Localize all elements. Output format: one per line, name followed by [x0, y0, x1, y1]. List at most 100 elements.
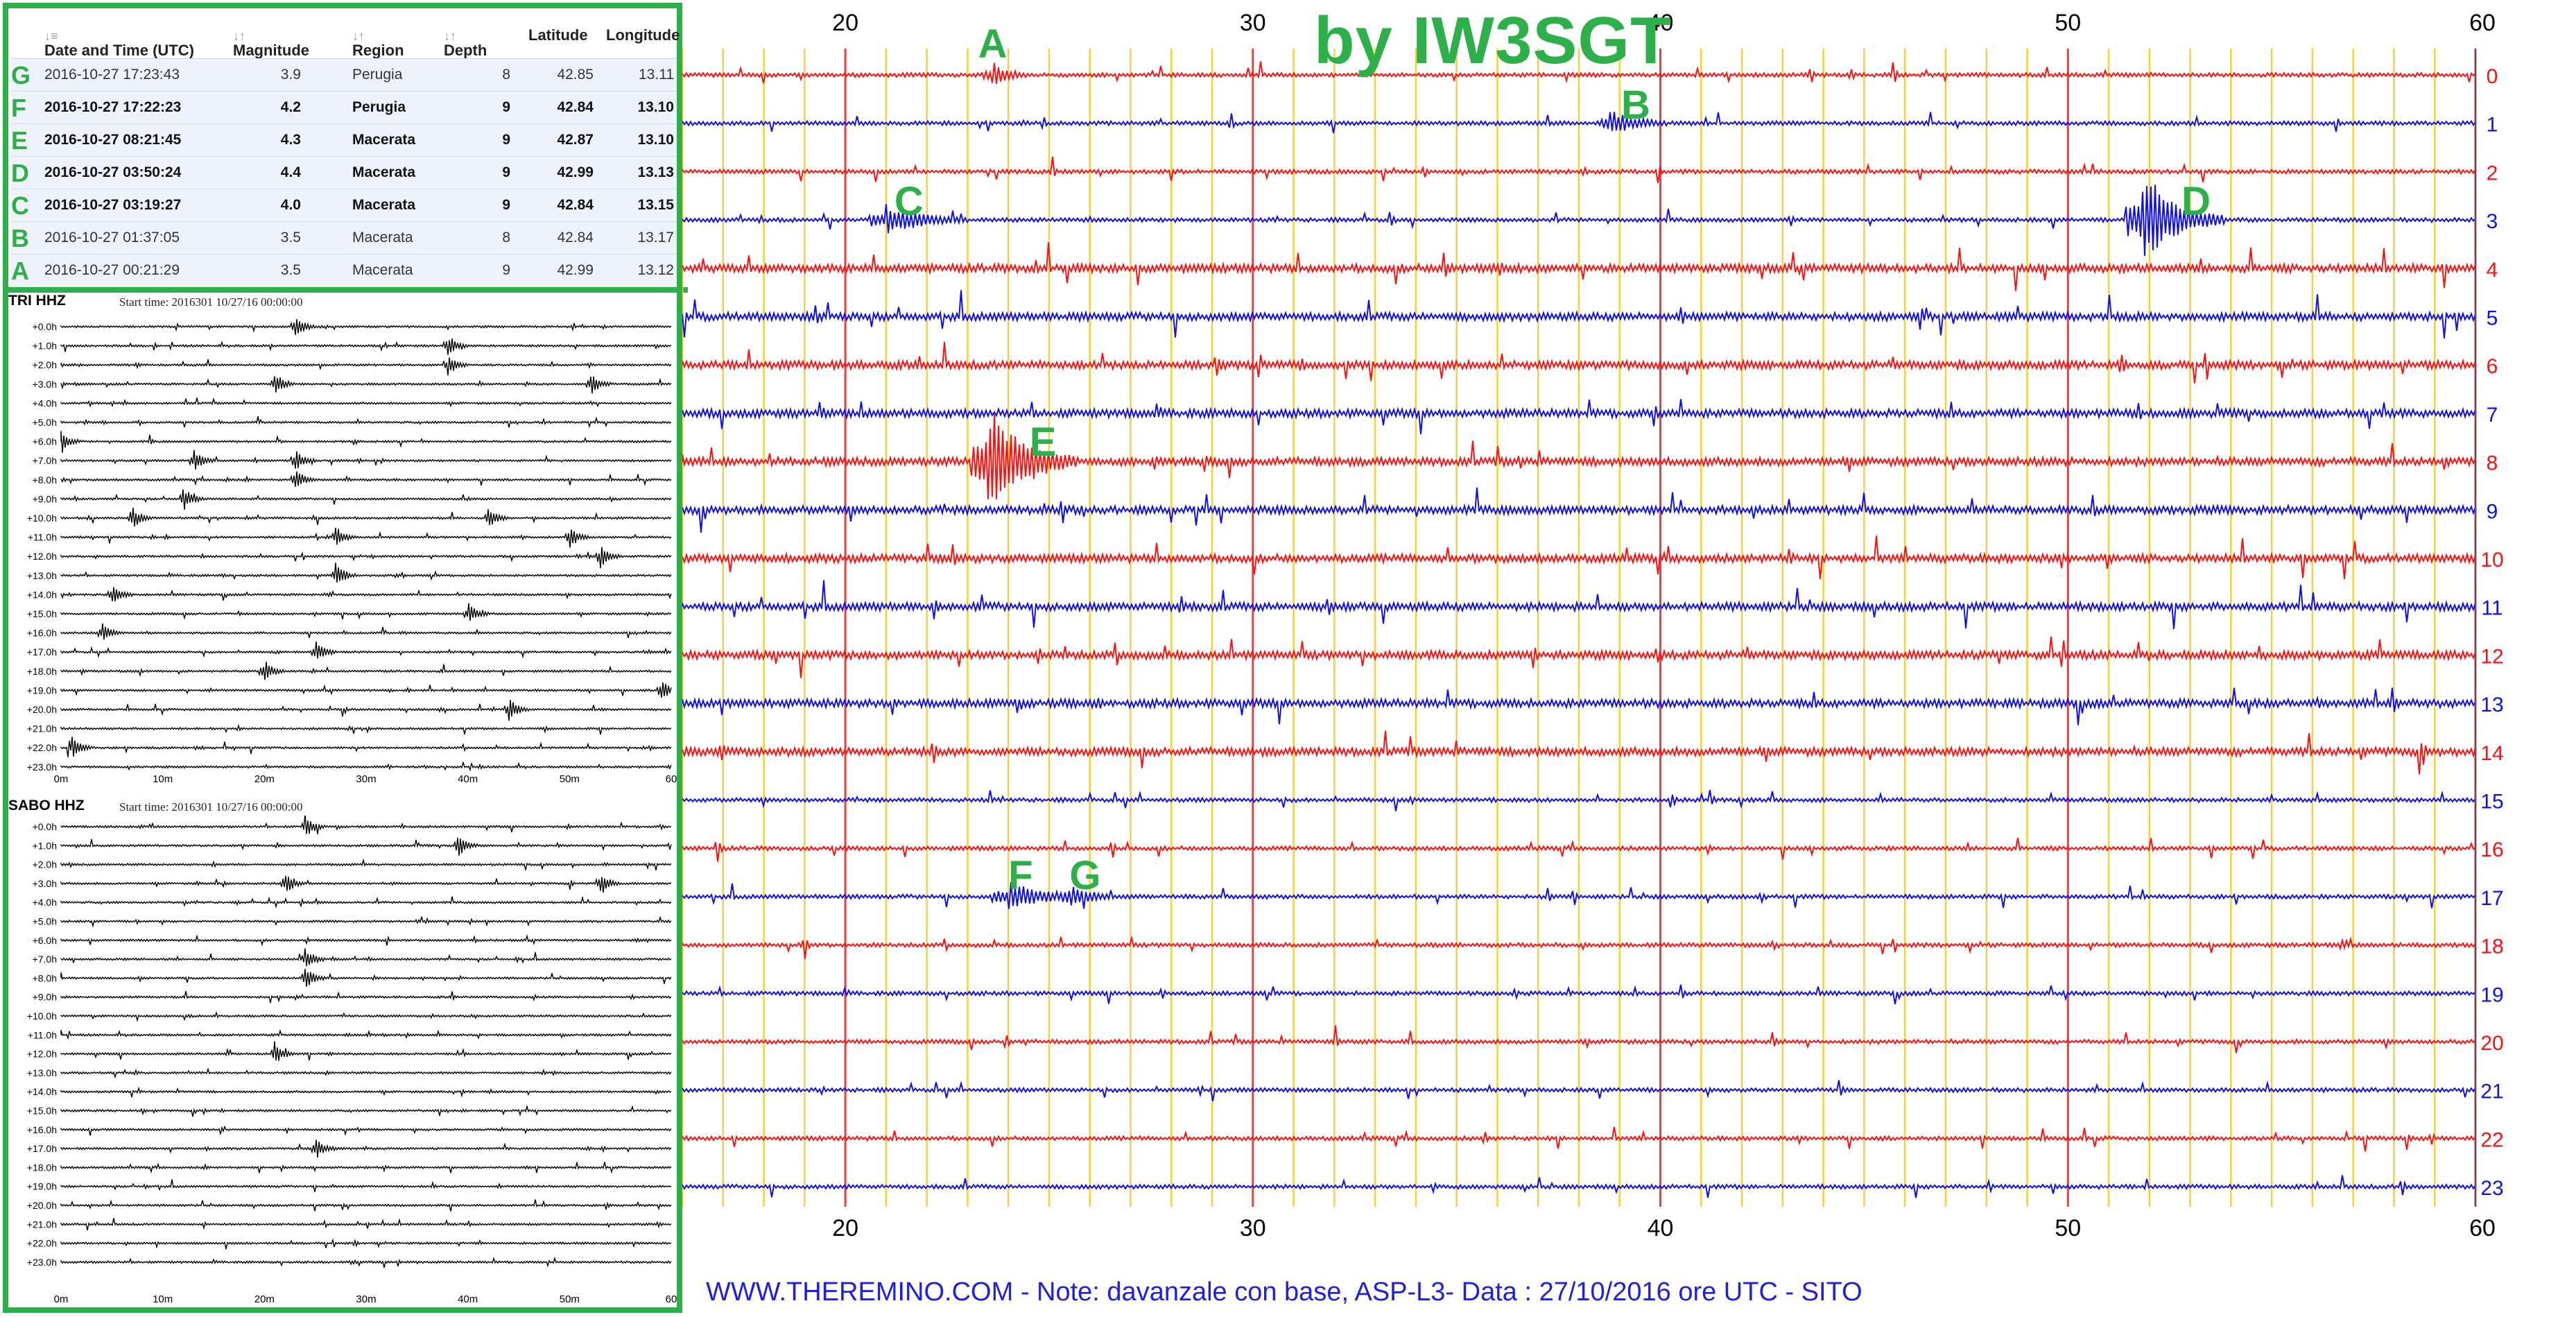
- drum-x-tick-label: 10m: [153, 1293, 173, 1305]
- drum-row-label: +4.0h: [33, 897, 57, 908]
- drum-row-label: +16.0h: [27, 628, 57, 639]
- cell-time: 2016-10-27 17:23:43: [44, 67, 180, 83]
- table-row[interactable]: F 2016-10-27 17:22:23 4.2 Perugia 9 42.84 13.1…: [11, 91, 677, 124]
- cell-region: Macerata: [352, 164, 416, 180]
- drum-row-label: +20.0h: [27, 704, 57, 715]
- col-header-time[interactable]: Date and Time (UTC) ↓≡: [44, 29, 194, 59]
- cell-region: Perugia: [352, 99, 406, 115]
- cell-mag: 4.0: [280, 197, 301, 213]
- cell-lat: 42.99: [557, 164, 594, 180]
- trace-row-15: [682, 789, 2476, 811]
- table-row[interactable]: D 2016-10-27 03:50:24 4.4 Macerata 9 42.99 13.…: [11, 156, 677, 189]
- x-tick-label-bottom: 40: [1648, 1215, 1674, 1241]
- drum-trace-row: [60, 562, 672, 583]
- drum-row-label: +1.0h: [33, 840, 57, 851]
- trace-row-8: [682, 413, 2476, 499]
- col-header-longitude[interactable]: Longitude: [606, 26, 680, 44]
- drum-trace-row: [60, 507, 672, 527]
- col-header-magnitude[interactable]: Magnitude ↓↑: [233, 29, 309, 59]
- drum-x-tick-label: 20m: [254, 1293, 275, 1305]
- row-label: 7: [2487, 404, 2498, 427]
- drum-row-label: +0.0h: [33, 821, 57, 832]
- trace-row-12: [682, 636, 2476, 678]
- x-tick-label-top: 30: [1240, 10, 1266, 36]
- drum-row-label: +17.0h: [27, 646, 57, 657]
- drum-row-label: +4.0h: [33, 397, 57, 408]
- tri-hhz-title: TRI HHZ: [8, 293, 66, 309]
- drum-row-label: +10.0h: [27, 1010, 57, 1022]
- event-label-D: D: [2181, 179, 2211, 225]
- drum-x-tick-label: 0m: [54, 1293, 69, 1305]
- drum-row-label: +2.0h: [33, 359, 57, 370]
- sort-desc-icon: ↓≡: [44, 29, 58, 43]
- drum-row-label: +19.0h: [27, 685, 57, 696]
- trace-row-22: [682, 1126, 2476, 1152]
- drum-trace-row: [60, 471, 672, 487]
- drum-trace-row: [60, 915, 672, 928]
- row-label: 9: [2487, 500, 2498, 523]
- drum-row-label: +22.0h: [27, 1238, 57, 1249]
- drum-trace-row: [60, 527, 672, 548]
- sort-icon: ↓↑: [352, 29, 365, 43]
- cell-lon: 13.10: [637, 132, 674, 148]
- drum-trace-row: [60, 682, 672, 698]
- cell-letter: A: [11, 257, 29, 285]
- cell-depth: 9: [502, 164, 510, 180]
- cell-lat: 42.85: [557, 67, 594, 83]
- drum-row-label: +18.0h: [27, 1162, 57, 1173]
- drum-trace-row: [60, 1067, 672, 1079]
- drum-trace-row: [60, 875, 672, 893]
- drum-trace-row: [60, 969, 672, 987]
- drum-row-label: +3.0h: [33, 379, 57, 390]
- drum-trace-row: [60, 858, 672, 871]
- col-header-region[interactable]: Region ↓↑: [352, 29, 404, 59]
- row-label: 21: [2480, 1081, 2503, 1103]
- row-label: 17: [2480, 887, 2503, 910]
- table-divider: [8, 287, 688, 293]
- drum-x-tick-label: 60: [666, 773, 677, 785]
- row-label: 20: [2480, 1032, 2503, 1055]
- drum-trace-row: [60, 761, 672, 772]
- drum-row-label: +13.0h: [27, 570, 57, 581]
- cell-region: Macerata: [352, 262, 413, 278]
- row-label: 4: [2487, 259, 2498, 282]
- drum-row-label: +13.0h: [27, 1067, 57, 1078]
- drum-x-tick-label: 0m: [54, 773, 69, 785]
- table-row[interactable]: C 2016-10-27 03:19:27 4.0 Macerata 9 42.84 13.…: [11, 189, 677, 222]
- drum-trace-row: [60, 816, 672, 834]
- cell-lat: 42.84: [557, 197, 594, 213]
- drum-row-label: +0.0h: [33, 321, 57, 332]
- table-row[interactable]: B 2016-10-27 01:37:05 3.5 Macerata 8 42.84 13.…: [11, 221, 677, 255]
- row-label: 19: [2480, 983, 2503, 1006]
- drum-row-label: +8.0h: [33, 972, 57, 983]
- row-label: 15: [2480, 791, 2503, 814]
- cell-letter: D: [11, 159, 29, 187]
- drum-trace-row: [60, 623, 672, 640]
- drum-trace-row: [60, 546, 672, 569]
- trace-row-5: [682, 290, 2476, 338]
- drum-trace-row: [60, 1199, 672, 1212]
- cell-mag: 3.5: [280, 230, 301, 246]
- x-tick-label-top: 20: [832, 10, 858, 36]
- table-row[interactable]: G 2016-10-27 17:23:43 3.9 Perugia 8 42.85 13.1…: [11, 58, 677, 92]
- trace-row-21: [682, 1080, 2476, 1101]
- trace-row-1: [682, 112, 2476, 134]
- drum-row-label: +14.0h: [27, 589, 57, 600]
- col-header-depth[interactable]: Depth ↓↑: [444, 29, 487, 59]
- cell-time: 2016-10-27 17:22:23: [44, 99, 182, 115]
- cell-mag: 3.9: [280, 67, 301, 83]
- row-label: 5: [2487, 307, 2498, 330]
- table-row[interactable]: E 2016-10-27 08:21:45 4.3 Macerata 9 42.87 13.…: [11, 123, 677, 157]
- drum-row-label: +10.0h: [27, 513, 57, 524]
- table-row[interactable]: A 2016-10-27 00:21:29 3.5 Macerata 9 42.99 13.…: [11, 254, 677, 287]
- row-label: 18: [2480, 936, 2503, 958]
- event-label-F: F: [1008, 852, 1033, 898]
- row-label: 10: [2480, 549, 2503, 571]
- drum-row-label: +12.0h: [27, 1049, 57, 1060]
- col-header-latitude[interactable]: Latitude: [528, 26, 588, 44]
- cell-lon: 13.12: [637, 262, 674, 278]
- drum-row-label: +11.0h: [28, 532, 57, 543]
- drum-trace-row: [60, 489, 672, 510]
- cell-depth: 9: [502, 262, 510, 278]
- drum-trace-row: [60, 431, 672, 453]
